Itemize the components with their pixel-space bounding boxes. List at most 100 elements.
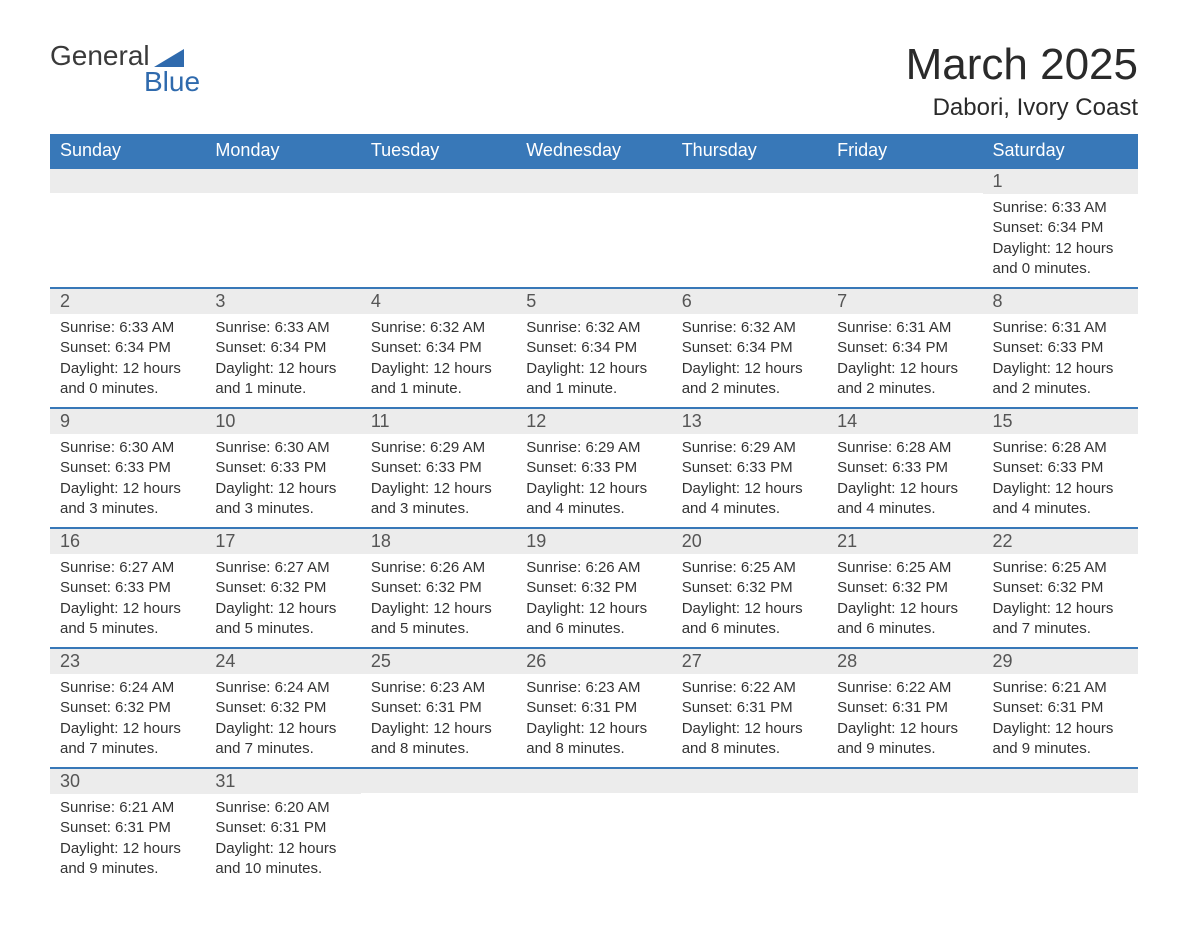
sunrise-line: Sunrise: 6:24 AM [60, 678, 195, 698]
calendar-cell: 18Sunrise: 6:26 AMSunset: 6:32 PMDayligh… [361, 528, 516, 648]
day-details: Sunrise: 6:24 AMSunset: 6:32 PMDaylight:… [50, 674, 205, 767]
day-number: 7 [827, 289, 982, 314]
daylight-line: Daylight: 12 hours and 5 minutes. [371, 599, 506, 640]
calendar-cell: 17Sunrise: 6:27 AMSunset: 6:32 PMDayligh… [205, 528, 360, 648]
sunrise-line: Sunrise: 6:27 AM [60, 558, 195, 578]
daylight-line: Daylight: 12 hours and 2 minutes. [837, 359, 972, 400]
day-details: Sunrise: 6:28 AMSunset: 6:33 PMDaylight:… [983, 434, 1138, 527]
dayheader-tuesday: Tuesday [361, 134, 516, 168]
details-empty [672, 793, 827, 808]
details-empty [205, 193, 360, 208]
calendar-cell: 14 Sunrise: 6:28 AMSunset: 6:33 PMDayligh… [827, 408, 982, 528]
calendar-cell: 25Sunrise: 6:23 AMSunset: 6:31 PMDayligh… [361, 648, 516, 768]
calendar-cell: 16Sunrise: 6:27 AMSunset: 6:33 PMDayligh… [50, 528, 205, 648]
calendar-cell: 23Sunrise: 6:24 AMSunset: 6:32 PMDayligh… [50, 648, 205, 768]
sunrise-line: Sunrise: 6:20 AM [215, 798, 350, 818]
sunrise-line: Sunrise: 6:25 AM [837, 558, 972, 578]
dayheader-friday: Friday [827, 134, 982, 168]
details-empty [983, 793, 1138, 808]
calendar-cell [516, 768, 671, 887]
sunrise-line: Sunrise: 6:29 AM [682, 438, 817, 458]
day-details: Sunrise: 6:30 AMSunset: 6:33 PMDaylight:… [205, 434, 360, 527]
sunset-line: Sunset: 6:33 PM [215, 458, 350, 478]
sunset-line: Sunset: 6:31 PM [371, 698, 506, 718]
day-details: Sunrise: 6:33 AMSunset: 6:34 PMDaylight:… [205, 314, 360, 407]
calendar-cell: 2Sunrise: 6:33 AMSunset: 6:34 PMDaylight… [50, 288, 205, 408]
calendar-cell [205, 168, 360, 288]
sunset-line: Sunset: 6:33 PM [993, 338, 1128, 358]
day-number: 20 [672, 529, 827, 554]
calendar-cell: 8Sunrise: 6:31 AMSunset: 6:33 PMDaylight… [983, 288, 1138, 408]
daylight-line: Daylight: 12 hours and 1 minute. [371, 359, 506, 400]
sunrise-line: Sunrise: 6:24 AM [215, 678, 350, 698]
daynum-empty [516, 769, 671, 793]
day-number: 14 [827, 409, 982, 434]
calendar-cell: 5Sunrise: 6:32 AMSunset: 6:34 PMDaylight… [516, 288, 671, 408]
sunrise-line: Sunrise: 6:29 AM [371, 438, 506, 458]
day-details: Sunrise: 6:30 AMSunset: 6:33 PMDaylight:… [50, 434, 205, 527]
day-details: Sunrise: 6:31 AMSunset: 6:33 PMDaylight:… [983, 314, 1138, 407]
daylight-line: Daylight: 12 hours and 9 minutes. [60, 839, 195, 880]
sunset-line: Sunset: 6:33 PM [371, 458, 506, 478]
sunset-line: Sunset: 6:32 PM [60, 698, 195, 718]
day-details: Sunrise: 6:26 AMSunset: 6:32 PMDaylight:… [516, 554, 671, 647]
details-empty [827, 793, 982, 808]
daylight-line: Daylight: 12 hours and 9 minutes. [993, 719, 1128, 760]
details-empty [50, 193, 205, 208]
day-header-row: Sunday Monday Tuesday Wednesday Thursday… [50, 134, 1138, 168]
sunrise-line: Sunrise: 6:30 AM [215, 438, 350, 458]
sunrise-line: Sunrise: 6:21 AM [993, 678, 1128, 698]
day-details: Sunrise: 6:21 AMSunset: 6:31 PMDaylight:… [50, 794, 205, 887]
day-number: 31 [205, 769, 360, 794]
sunset-line: Sunset: 6:31 PM [526, 698, 661, 718]
day-number: 22 [983, 529, 1138, 554]
sunrise-line: Sunrise: 6:25 AM [682, 558, 817, 578]
calendar-cell: 20Sunrise: 6:25 AMSunset: 6:32 PMDayligh… [672, 528, 827, 648]
sunset-line: Sunset: 6:32 PM [371, 578, 506, 598]
day-number: 21 [827, 529, 982, 554]
daylight-line: Daylight: 12 hours and 4 minutes. [837, 479, 972, 520]
daylight-line: Daylight: 12 hours and 3 minutes. [371, 479, 506, 520]
dayheader-thursday: Thursday [672, 134, 827, 168]
day-details: Sunrise: 6:31 AMSunset: 6:34 PMDaylight:… [827, 314, 982, 407]
calendar-cell: 12Sunrise: 6:29 AMSunset: 6:33 PMDayligh… [516, 408, 671, 528]
sunset-line: Sunset: 6:33 PM [682, 458, 817, 478]
daylight-line: Daylight: 12 hours and 8 minutes. [371, 719, 506, 760]
sunset-line: Sunset: 6:33 PM [837, 458, 972, 478]
sunset-line: Sunset: 6:31 PM [60, 818, 195, 838]
day-details: Sunrise: 6:32 AMSunset: 6:34 PMDaylight:… [516, 314, 671, 407]
day-number: 24 [205, 649, 360, 674]
daynum-empty [827, 769, 982, 793]
daynum-empty [361, 169, 516, 193]
day-number: 13 [672, 409, 827, 434]
calendar-cell [672, 168, 827, 288]
sunrise-line: Sunrise: 6:33 AM [60, 318, 195, 338]
daylight-line: Daylight: 12 hours and 7 minutes. [993, 599, 1128, 640]
calendar-cell [827, 768, 982, 887]
daylight-line: Daylight: 12 hours and 4 minutes. [526, 479, 661, 520]
calendar-cell: 21Sunrise: 6:25 AMSunset: 6:32 PMDayligh… [827, 528, 982, 648]
details-empty [516, 793, 671, 808]
daylight-line: Daylight: 12 hours and 0 minutes. [993, 239, 1128, 280]
daylight-line: Daylight: 12 hours and 6 minutes. [526, 599, 661, 640]
day-details: Sunrise: 6:32 AMSunset: 6:34 PMDaylight:… [361, 314, 516, 407]
sunrise-line: Sunrise: 6:32 AM [682, 318, 817, 338]
daynum-empty [672, 769, 827, 793]
day-number: 12 [516, 409, 671, 434]
calendar-cell: 7Sunrise: 6:31 AMSunset: 6:34 PMDaylight… [827, 288, 982, 408]
daylight-line: Daylight: 12 hours and 5 minutes. [60, 599, 195, 640]
sunset-line: Sunset: 6:31 PM [215, 818, 350, 838]
day-details: Sunrise: 6:25 AMSunset: 6:32 PMDaylight:… [827, 554, 982, 647]
calendar-cell: 13Sunrise: 6:29 AMSunset: 6:33 PMDayligh… [672, 408, 827, 528]
day-number: 17 [205, 529, 360, 554]
logo-text-bottom: Blue [144, 66, 200, 98]
sunrise-line: Sunrise: 6:28 AM [993, 438, 1128, 458]
daynum-empty [205, 169, 360, 193]
calendar-cell [361, 768, 516, 887]
daynum-empty [50, 169, 205, 193]
calendar-cell: 31Sunrise: 6:20 AMSunset: 6:31 PMDayligh… [205, 768, 360, 887]
daynum-empty [827, 169, 982, 193]
sunrise-line: Sunrise: 6:30 AM [60, 438, 195, 458]
sunset-line: Sunset: 6:33 PM [60, 458, 195, 478]
sunrise-line: Sunrise: 6:28 AM [837, 438, 972, 458]
